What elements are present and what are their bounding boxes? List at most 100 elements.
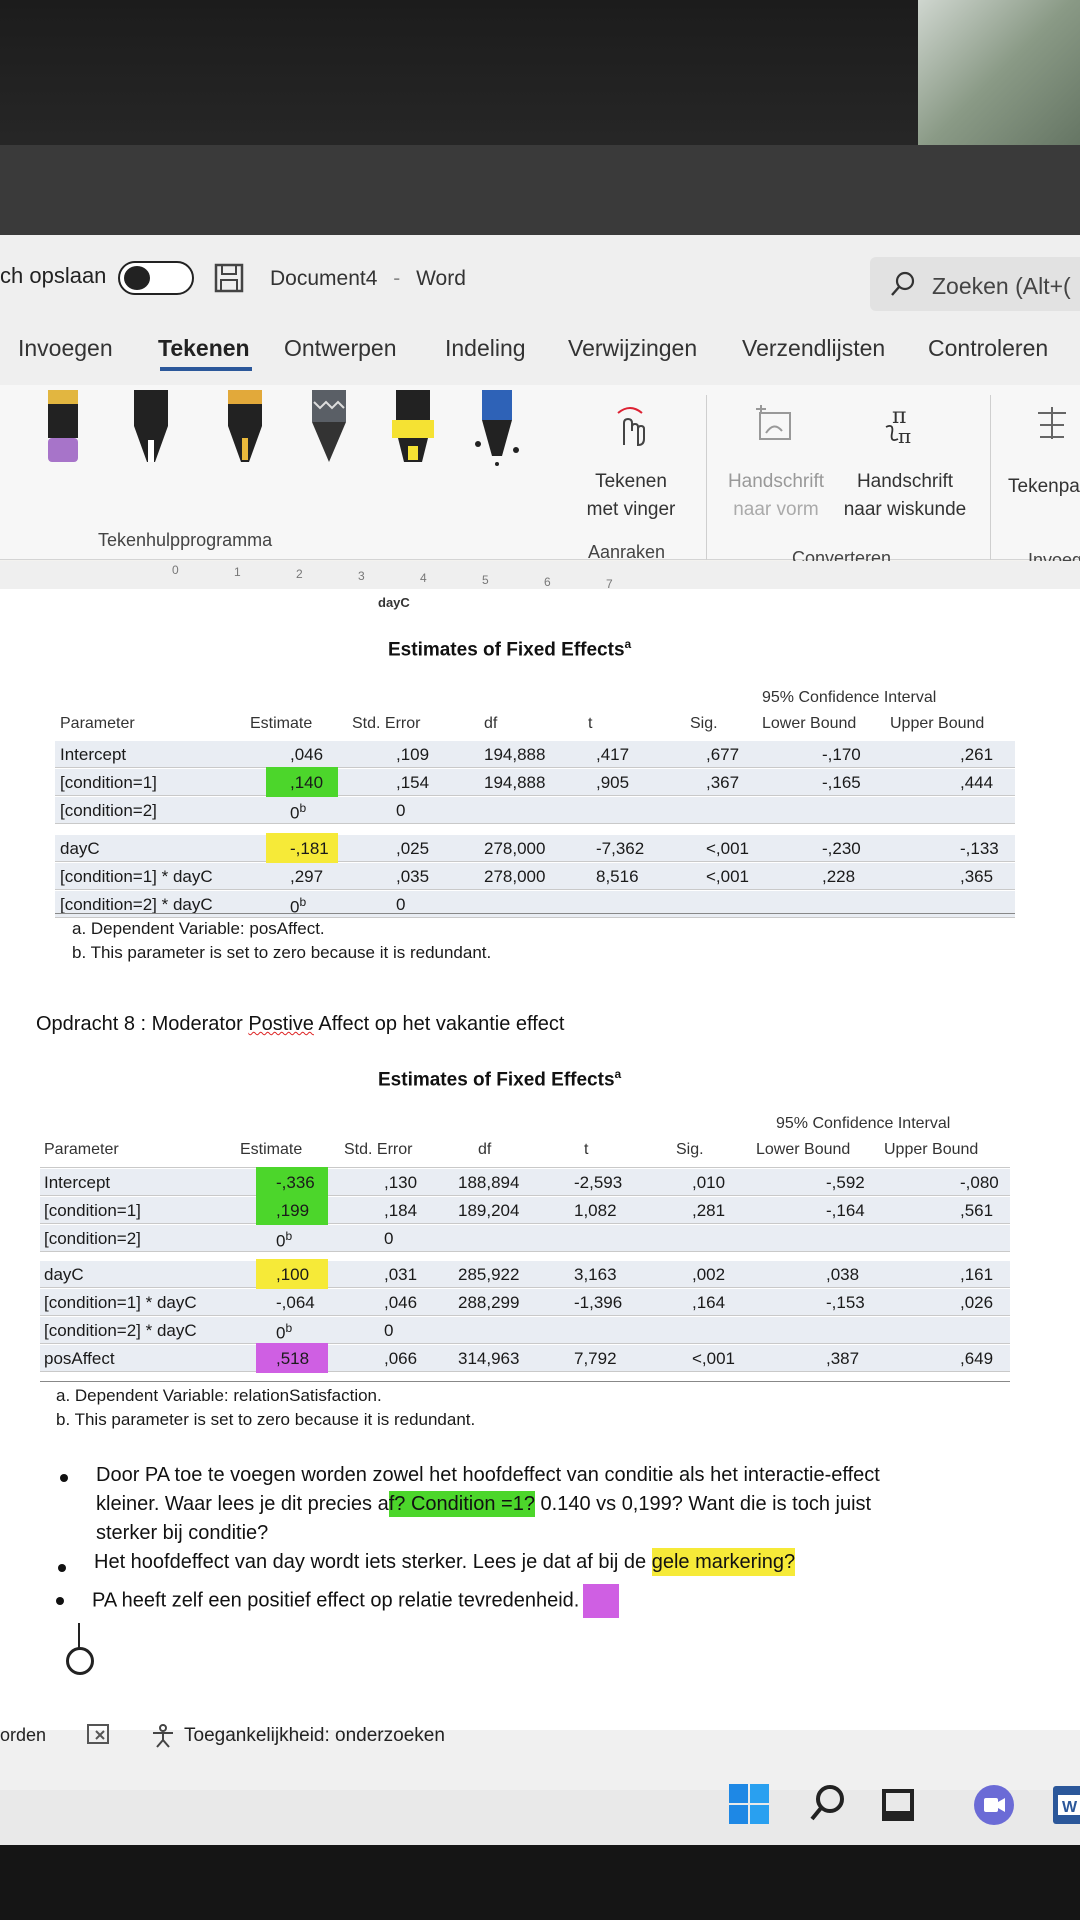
table-cell: ,035: [396, 867, 430, 886]
ink-to-shape-button[interactable]: Handschrift naar vorm: [714, 468, 838, 524]
draw-with-finger-button[interactable]: Tekenen met vinger: [578, 468, 684, 524]
search-box[interactable]: [870, 257, 1080, 311]
chart-axis-label: dayC: [378, 595, 410, 610]
table-bottom-rule: [40, 1381, 1010, 1382]
yellow-highlight-text: gele markering?: [651, 1548, 796, 1576]
draw-with-finger-icon[interactable]: [610, 405, 650, 449]
save-icon[interactable]: [214, 263, 244, 293]
table-cell: ,561: [960, 1201, 994, 1220]
highlighter-icon[interactable]: [388, 388, 438, 468]
table1-ci-header: 95% Confidence Interval: [762, 689, 937, 706]
table-cell: 7,792: [574, 1349, 617, 1368]
bullet-marker: [60, 1474, 68, 1482]
table-cell: -,133: [960, 839, 999, 858]
taskbar-search-icon[interactable]: [808, 1783, 848, 1825]
table-cell: ,184: [384, 1201, 418, 1220]
blue-glitter-pen-icon[interactable]: [472, 388, 522, 468]
table2-note-a: a. Dependent Variable: relationSatisfact…: [56, 1386, 382, 1405]
ink-to-math-button[interactable]: Handschrift naar wiskunde: [840, 468, 970, 524]
table-cell: ,002: [692, 1265, 726, 1284]
table-row-rule: [55, 795, 1015, 796]
task-view-icon[interactable]: [878, 1785, 918, 1825]
table-header-cell: Upper Bound: [884, 1141, 979, 1158]
ink-to-math-icon[interactable]: π π: [878, 403, 924, 447]
table-row: [55, 741, 1015, 767]
ink-replay-label[interactable]: Tekenpa: [1008, 476, 1080, 497]
table2-title-text: Estimates of Fixed Effects: [378, 1069, 615, 1091]
purple-pen-icon[interactable]: [40, 388, 86, 468]
table-cell: 285,922: [458, 1265, 520, 1284]
tab-invoegen[interactable]: Invoegen: [18, 335, 113, 361]
accessibility-icon[interactable]: [150, 1723, 176, 1749]
document-title: Document4 - Word: [270, 267, 466, 291]
table-row: [40, 1289, 1010, 1315]
table-cell: 3,163: [574, 1265, 617, 1284]
tab-indeling[interactable]: Indeling: [445, 335, 526, 361]
table-cell: <,001: [692, 1349, 736, 1368]
table-cell: -,592: [826, 1173, 865, 1192]
green-highlight: [256, 1167, 328, 1197]
ribbon-separator: [706, 395, 707, 560]
spelling-icon[interactable]: [86, 1723, 112, 1747]
table-row-label: [condition=2] * dayC: [60, 895, 213, 914]
table-cell: <,001: [706, 867, 750, 886]
word-app-icon[interactable]: W: [1052, 1785, 1080, 1825]
chart-axis-fragment: [0, 561, 1080, 589]
tab-controleren[interactable]: Controleren: [928, 335, 1049, 361]
table-cell: 8,516: [596, 867, 639, 886]
table-header-cell: Lower Bound: [756, 1141, 851, 1158]
purple-highlight: [256, 1343, 328, 1373]
table-row-label: [condition=1]: [44, 1201, 141, 1220]
teams-chat-icon[interactable]: [972, 1783, 1016, 1827]
table-cell: ,066: [384, 1349, 418, 1368]
table-cell: ,109: [396, 745, 430, 764]
bullet-marker: [58, 1564, 66, 1572]
ink-to-math-label-2: naar wiskunde: [843, 499, 967, 520]
table2-title-footnote: a: [614, 1067, 622, 1081]
table-cell: ,649: [960, 1349, 994, 1368]
table-cell: ,281: [692, 1201, 726, 1220]
table-cell: 188,894: [458, 1173, 520, 1192]
table-header-cell: Sig.: [690, 715, 718, 732]
table-row-rule: [40, 1343, 1010, 1344]
table-cell: 194,888: [484, 773, 546, 792]
table-header-cell: t: [588, 715, 593, 732]
footnote-mark: b: [285, 1321, 293, 1335]
footnote-mark: b: [285, 1229, 293, 1243]
windows-start-icon[interactable]: [728, 1783, 770, 1825]
table-row-rule: [40, 1195, 1010, 1196]
heading-prefix: Opdracht 8 : Moderator: [36, 1013, 249, 1035]
text-cursor-handle[interactable]: [66, 1647, 94, 1675]
taskbar: [0, 1790, 1080, 1845]
tab-tekenen[interactable]: Tekenen: [158, 335, 250, 361]
title-separator: -: [393, 267, 401, 290]
tab-ontwerpen[interactable]: Ontwerpen: [284, 335, 397, 361]
tab-verzendlijsten[interactable]: Verzendlijsten: [742, 335, 886, 361]
tab-verwijzingen[interactable]: Verwijzingen: [568, 335, 698, 361]
ink-replay-icon[interactable]: [1032, 403, 1072, 443]
toggle-knob: [124, 266, 150, 290]
axis-tick: 1: [234, 565, 241, 579]
table-row-label: [condition=1] * dayC: [44, 1293, 197, 1312]
table-cell: 0b: [290, 895, 306, 918]
accessibility-status[interactable]: Toegankelijkheid: onderzoeken: [184, 1725, 445, 1746]
gray-pencil-icon[interactable]: [306, 388, 352, 468]
ribbon-tab-bar: [0, 315, 1080, 385]
table-cell: ,161: [960, 1265, 994, 1284]
document-page[interactable]: dayC Estimates of Fixed Effectsa 95% Con…: [0, 589, 1080, 1845]
table-cell: -,181: [290, 839, 329, 858]
autosave-toggle[interactable]: [118, 261, 194, 295]
black-pen-icon[interactable]: [128, 388, 174, 468]
table-cell: <,001: [706, 839, 750, 858]
table-row-rule: [55, 823, 1015, 824]
axis-tick: 5: [482, 573, 489, 587]
table-cell: 0b: [276, 1321, 292, 1344]
table-row-label: dayC: [60, 839, 100, 858]
table-cell: ,026: [960, 1293, 994, 1312]
ink-to-shape-icon[interactable]: [752, 403, 798, 447]
table-row-label: Intercept: [60, 745, 127, 764]
table-cell: ,518: [276, 1349, 310, 1368]
bullet1-line3: sterker bij conditie?: [96, 1522, 269, 1544]
purple-highlight-marker: [583, 1584, 620, 1618]
yellow-pen-icon[interactable]: [222, 388, 268, 468]
